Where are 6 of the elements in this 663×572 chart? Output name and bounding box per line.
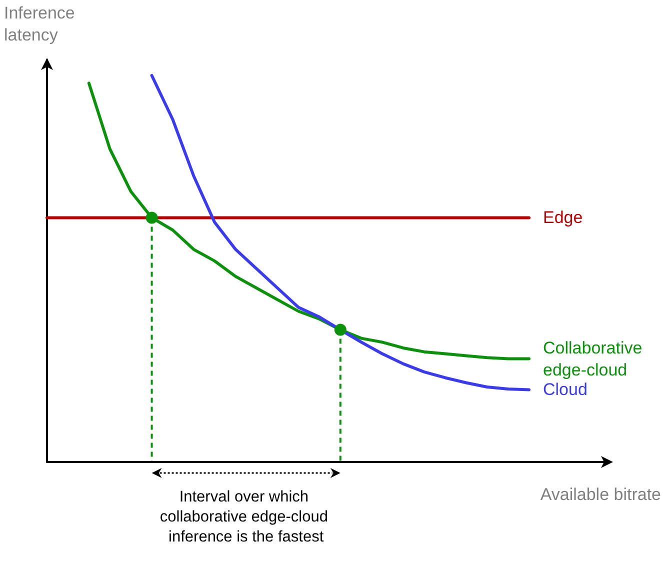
series-label: Cloud — [543, 380, 588, 400]
x-axis-title: Available bitrate — [540, 485, 662, 504]
y-axis-title: Inference latency — [4, 4, 75, 44]
series-label: Edge — [543, 208, 583, 228]
series-label: Collaborative edge-cloud — [543, 338, 642, 380]
text: Interval over which collaborative edge-cloud inference is the fastest — [160, 488, 332, 546]
